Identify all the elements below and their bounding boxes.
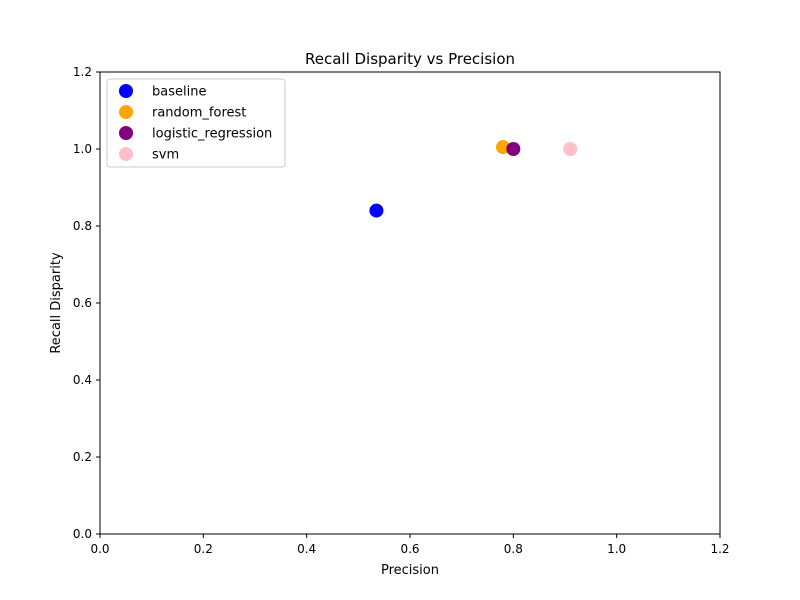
y-tick-label: 0.0 <box>73 527 92 541</box>
y-tick-label: 1.2 <box>73 65 92 79</box>
x-tick-label: 0.0 <box>90 542 109 556</box>
legend-label: random_forest <box>152 106 246 121</box>
x-tick-label: 0.6 <box>400 542 419 556</box>
legend-label: baseline <box>152 85 206 100</box>
y-tick-label: 1.0 <box>73 142 92 156</box>
y-tick-label: 0.8 <box>73 219 92 233</box>
data-point-baseline <box>369 203 384 218</box>
plot-area <box>369 140 578 218</box>
y-axis-label: Recall Disparity <box>49 252 64 354</box>
data-point-svm <box>563 142 578 156</box>
legend-box <box>106 78 286 168</box>
x-tick-label: 0.8 <box>504 542 523 556</box>
legend-label: logistic_regression <box>152 127 272 142</box>
legend-marker <box>119 84 133 98</box>
y-tick-label: 0.2 <box>73 450 92 464</box>
legend-marker <box>119 126 133 140</box>
data-point-random-forest <box>496 140 510 155</box>
x-tick-label: 0.4 <box>297 542 316 556</box>
legend: baseline random_forest logistic_regression… <box>106 78 286 168</box>
legend-label: svm <box>152 148 179 163</box>
x-tick-label: 1.2 <box>710 542 729 556</box>
legend-marker <box>119 105 133 119</box>
y-tick-label: 0.6 <box>73 296 92 310</box>
x-axis-label: Precision <box>381 563 439 578</box>
legend-marker <box>119 147 133 161</box>
axis-ticks: 0.0 0.2 0.4 0.6 0.8 1.0 1.2 0.0 0.2 0.4 0.6 0.8 1.0 1… <box>73 65 730 556</box>
data-point-logistic-regression <box>506 142 521 156</box>
x-tick-label: 1.0 <box>607 542 626 556</box>
y-tick-label: 0.4 <box>73 373 92 387</box>
x-tick-label: 0.2 <box>194 542 213 556</box>
chart-title: Recall Disparity vs Precision <box>305 50 515 68</box>
